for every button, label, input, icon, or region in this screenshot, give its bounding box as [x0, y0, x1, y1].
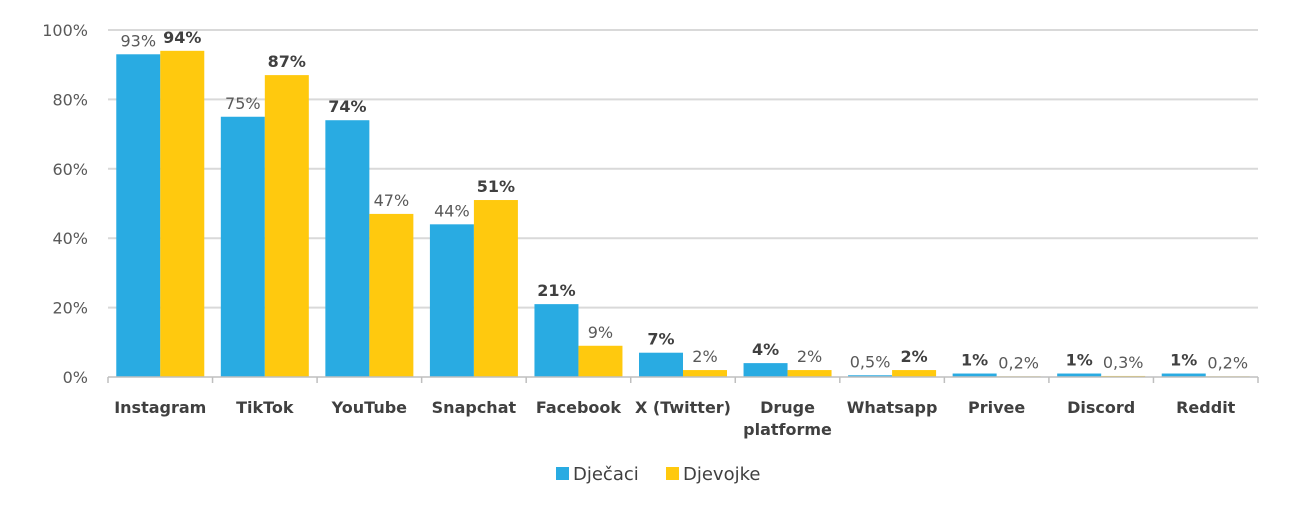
x-tick-label: Reddit	[1176, 398, 1236, 417]
data-label: 2%	[797, 347, 822, 366]
y-tick-label: 60%	[52, 160, 88, 179]
data-label: 93%	[120, 31, 156, 50]
data-label: 75%	[225, 94, 261, 113]
y-tick-label: 100%	[42, 21, 88, 40]
x-tick-label: Druge	[760, 398, 815, 417]
bar	[892, 370, 937, 377]
x-tick-label: TikTok	[236, 398, 294, 417]
bar	[220, 116, 265, 377]
data-label: 4%	[752, 340, 779, 359]
data-label: 2%	[692, 347, 717, 366]
data-label: 74%	[328, 97, 366, 116]
bar	[264, 75, 309, 378]
data-label: 87%	[268, 52, 306, 71]
bar	[848, 375, 893, 377]
data-label: 44%	[434, 201, 470, 220]
x-tick-label: Whatsapp	[847, 398, 938, 417]
x-tick-label: X (Twitter)	[635, 398, 731, 417]
legend-label: Dječaci	[573, 464, 639, 485]
data-labels: 93% 94% 75% 87% 74% 47% 44% 51% 21% 9% 7% 2% 4% 2% 0,5…	[120, 28, 1248, 372]
x-tick-label: Instagram	[114, 398, 206, 417]
data-label: 0,3%	[1103, 353, 1144, 372]
x-axis: Instagram TikTok YouTube Snapchat Facebook X …	[107, 376, 1259, 439]
bar	[325, 120, 370, 377]
bar	[534, 304, 579, 377]
bar	[639, 352, 683, 377]
bar	[787, 370, 832, 377]
data-label: 0,2%	[1207, 353, 1248, 372]
x-tick-label: Facebook	[536, 398, 622, 417]
legend: Dječaci Djevojke	[556, 464, 760, 485]
x-tick-label: Discord	[1067, 398, 1135, 417]
data-label: 0,5%	[850, 352, 891, 371]
bars	[116, 50, 1250, 378]
y-axis: 0% 20% 40% 60% 80% 100%	[42, 21, 88, 387]
legend-label: Djevojke	[683, 464, 760, 485]
y-tick-label: 20%	[52, 299, 88, 318]
bar	[160, 50, 205, 377]
data-label: 9%	[588, 323, 613, 342]
data-label: 94%	[163, 28, 201, 47]
y-tick-label: 40%	[52, 229, 88, 248]
x-tick-label: Privee	[968, 398, 1025, 417]
bar	[1057, 373, 1102, 377]
bar	[369, 213, 414, 377]
legend-swatch	[556, 467, 569, 480]
bar	[952, 373, 997, 377]
bar	[429, 224, 474, 377]
data-label: 1%	[1170, 351, 1197, 370]
x-tick-label: YouTube	[331, 398, 408, 417]
data-label: 1%	[961, 351, 988, 370]
bar	[116, 54, 161, 377]
bar	[683, 370, 727, 377]
data-label: 47%	[374, 191, 410, 210]
y-tick-label: 0%	[63, 368, 88, 387]
data-label: 21%	[537, 281, 575, 300]
data-label: 2%	[901, 347, 928, 366]
data-label: 0,2%	[998, 353, 1039, 372]
bar	[743, 363, 788, 377]
x-tick-label: Snapchat	[432, 398, 517, 417]
bar	[578, 345, 623, 377]
legend-swatch	[666, 467, 679, 480]
bar	[1161, 373, 1206, 377]
data-label: 51%	[477, 177, 515, 196]
data-label: 7%	[647, 330, 674, 349]
data-label: 1%	[1066, 351, 1093, 370]
x-tick-label: platforme	[743, 420, 832, 439]
bar	[473, 200, 518, 377]
y-tick-label: 80%	[52, 90, 88, 109]
